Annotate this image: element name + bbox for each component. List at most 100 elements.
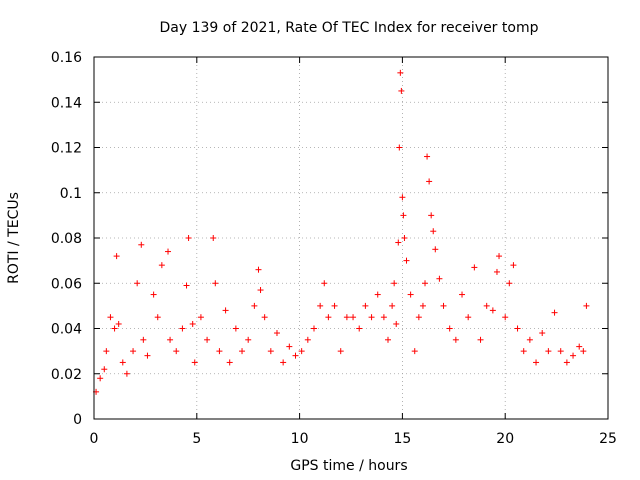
data-point bbox=[583, 302, 590, 309]
data-point bbox=[261, 314, 268, 321]
data-point bbox=[210, 235, 217, 241]
data-point bbox=[398, 87, 405, 94]
data-point bbox=[325, 314, 332, 321]
data-point bbox=[158, 262, 165, 269]
data-point bbox=[222, 307, 229, 314]
data-point bbox=[251, 302, 258, 309]
data-point bbox=[292, 352, 299, 359]
data-point bbox=[167, 336, 174, 343]
data-point bbox=[134, 280, 141, 287]
y-tick-label: 0.04 bbox=[51, 322, 82, 338]
data-point bbox=[422, 280, 429, 287]
data-point bbox=[436, 275, 443, 282]
data-point bbox=[216, 348, 223, 355]
data-point bbox=[286, 343, 293, 350]
data-point bbox=[563, 359, 570, 366]
data-point bbox=[424, 153, 431, 160]
data-point bbox=[115, 320, 122, 327]
x-tick-label: 0 bbox=[90, 431, 99, 447]
data-point bbox=[395, 239, 402, 246]
data-point bbox=[113, 253, 120, 260]
data-point bbox=[496, 253, 503, 260]
data-point bbox=[185, 235, 192, 241]
data-point bbox=[489, 307, 496, 314]
data-point bbox=[197, 314, 204, 321]
y-tick-label: 0.02 bbox=[51, 367, 82, 383]
x-tick-label: 20 bbox=[496, 431, 514, 447]
data-point bbox=[510, 262, 517, 269]
data-point bbox=[570, 352, 577, 359]
data-point bbox=[273, 330, 280, 337]
data-point bbox=[304, 336, 311, 343]
y-tick-label: 0 bbox=[73, 412, 82, 428]
data-point bbox=[396, 144, 403, 151]
data-point bbox=[191, 359, 198, 366]
data-point bbox=[165, 248, 172, 255]
data-point bbox=[415, 314, 422, 321]
data-point bbox=[477, 336, 484, 343]
data-point bbox=[428, 212, 435, 219]
data-point bbox=[144, 352, 151, 359]
data-point bbox=[374, 291, 381, 298]
data-point bbox=[331, 302, 338, 309]
x-tick-label: 15 bbox=[393, 431, 411, 447]
data-point bbox=[432, 246, 439, 253]
data-point bbox=[280, 359, 287, 366]
axis-ticks: 0 5 10 15 20 25 0 0.02 0.04 0.06 0.08 0.1 0.12 0.14 0.… bbox=[51, 50, 617, 447]
data-point bbox=[407, 291, 414, 298]
data-point bbox=[576, 343, 583, 350]
data-point bbox=[138, 241, 145, 248]
data-point bbox=[551, 309, 558, 316]
data-point bbox=[267, 348, 274, 355]
data-point bbox=[493, 268, 500, 275]
data-point bbox=[502, 314, 509, 321]
y-tick-label: 0.08 bbox=[51, 231, 82, 247]
data-point bbox=[483, 302, 490, 309]
data-point bbox=[368, 314, 375, 321]
data-point bbox=[401, 235, 408, 241]
data-point bbox=[362, 302, 369, 309]
data-point bbox=[343, 314, 350, 321]
data-point bbox=[257, 287, 264, 294]
data-point bbox=[391, 280, 398, 287]
data-point bbox=[539, 330, 546, 337]
y-tick-label: 0.1 bbox=[60, 186, 82, 202]
data-point bbox=[380, 314, 387, 321]
data-point bbox=[557, 348, 564, 355]
data-point bbox=[419, 302, 426, 309]
data-point bbox=[452, 336, 459, 343]
data-point bbox=[356, 325, 363, 332]
y-tick-label: 0.14 bbox=[51, 95, 82, 111]
grid-lines bbox=[94, 57, 608, 419]
data-point bbox=[411, 348, 418, 355]
x-tick-label: 10 bbox=[291, 431, 309, 447]
x-axis-label: GPS time / hours bbox=[290, 458, 407, 474]
data-point bbox=[389, 302, 396, 309]
data-point bbox=[400, 212, 407, 219]
x-tick-label: 5 bbox=[192, 431, 201, 447]
data-point bbox=[459, 291, 466, 298]
data-point bbox=[514, 325, 521, 332]
data-point bbox=[111, 325, 118, 332]
data-points bbox=[93, 69, 590, 395]
data-point bbox=[239, 348, 246, 355]
data-point bbox=[350, 314, 357, 321]
data-point bbox=[321, 280, 328, 287]
data-point bbox=[337, 348, 344, 355]
y-tick-label: 0.12 bbox=[51, 141, 82, 157]
data-point bbox=[150, 291, 157, 298]
x-tick-label: 25 bbox=[599, 431, 617, 447]
data-point bbox=[317, 302, 324, 309]
data-point bbox=[232, 325, 239, 332]
data-point bbox=[245, 336, 252, 343]
data-point bbox=[446, 325, 453, 332]
data-point bbox=[154, 314, 161, 321]
data-point bbox=[226, 359, 233, 366]
y-tick-label: 0.06 bbox=[51, 276, 82, 292]
data-point bbox=[204, 336, 211, 343]
data-point bbox=[533, 359, 540, 366]
data-point bbox=[97, 375, 104, 382]
data-point bbox=[298, 348, 305, 355]
